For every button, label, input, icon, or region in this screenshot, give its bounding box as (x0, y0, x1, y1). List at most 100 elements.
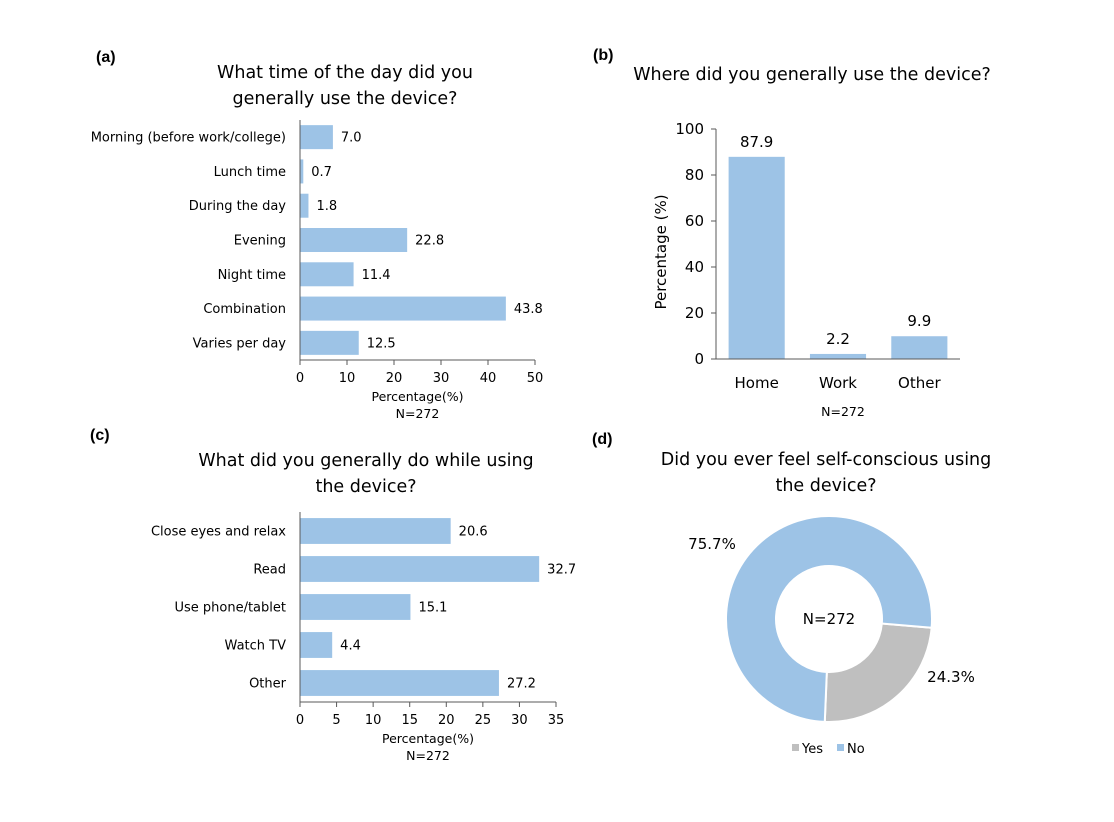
chart-title: What time of the day did you (217, 63, 473, 83)
panel-letter: (b) (593, 47, 613, 64)
x-tick-label: 30 (511, 713, 528, 728)
bar (300, 330, 359, 355)
y-tick-label: 40 (685, 258, 704, 276)
category-label: Watch TV (225, 639, 287, 654)
x-axis-label: Percentage(%) (382, 731, 474, 746)
category-label: Lunch time (214, 165, 286, 180)
y-axis-label: Percentage (%) (652, 194, 670, 309)
bar (728, 156, 785, 359)
panel-letter: (d) (592, 431, 612, 448)
category-label: Use phone/tablet (174, 601, 286, 616)
chart-d: N=272 24.3% 75.7% Yes No (688, 515, 975, 757)
legend-swatch-yes (792, 744, 799, 751)
legend-swatch-no (837, 744, 844, 751)
sample-size-label: N=272 (396, 406, 440, 421)
y-tick-label: 0 (694, 350, 704, 368)
bar (300, 262, 354, 287)
x-tick-label: 0 (296, 713, 304, 728)
category-label: Evening (234, 234, 286, 249)
category-label: Combination (203, 302, 286, 317)
panel-letter: (a) (96, 49, 116, 66)
chart-b: 87.9 Home 2.2 Work 9.9 Other 0 20 40 60 80 100 Perce… (652, 120, 960, 419)
category-label: Close eyes and relax (151, 525, 286, 540)
x-tick-label: 15 (401, 713, 418, 728)
category-label: Other (898, 374, 941, 392)
chart-title: What did you generally do while using (198, 451, 533, 471)
donut-slice-yes (823, 622, 933, 723)
y-tick-label: 60 (685, 212, 704, 230)
category-label: Morning (before work/college) (91, 131, 286, 146)
donut-slice-no (725, 515, 933, 723)
y-tick-label: 20 (685, 304, 704, 322)
x-tick-label: 10 (339, 371, 356, 386)
y-tick-label: 100 (675, 120, 704, 138)
sample-size-label: N=272 (821, 404, 865, 419)
bar (300, 193, 309, 218)
data-label: 11.4 (362, 268, 391, 283)
chart-title: the device? (315, 477, 416, 497)
bar (300, 594, 411, 620)
data-label: 15.1 (418, 601, 447, 616)
category-label: Varies per day (193, 336, 287, 351)
chart-title: generally use the device? (233, 89, 458, 109)
data-label: 32.7 (547, 563, 576, 578)
x-tick-label: 20 (438, 713, 455, 728)
bar (891, 336, 948, 359)
legend-label: No (847, 742, 865, 757)
chart-title: the device? (775, 476, 876, 496)
x-tick-label: 35 (548, 713, 565, 728)
data-label: 1.8 (316, 199, 337, 214)
data-label: 2.2 (826, 330, 850, 348)
x-tick-label: 30 (433, 371, 450, 386)
donut-center-label: N=272 (803, 610, 855, 628)
category-label: During the day (189, 199, 287, 214)
bar (300, 125, 333, 150)
y-tick-label: 80 (685, 166, 704, 184)
sample-size-label: N=272 (406, 748, 450, 763)
chart-a: Morning (before work/college) 7.0 Lunch ti… (91, 120, 544, 421)
x-tick-label: 20 (386, 371, 403, 386)
legend-label: Yes (801, 742, 823, 757)
panel-c: (c) What did you generally do while using… (90, 427, 534, 497)
slice-label-yes: 24.3% (927, 668, 975, 686)
category-label: Home (735, 374, 779, 392)
category-label: Work (819, 374, 857, 392)
category-label: Night time (218, 268, 286, 283)
category-label: Read (253, 563, 286, 578)
chart-c: Close eyes and relax 20.6 Read 32.7 Use phon… (151, 512, 576, 763)
category-label: Other (249, 677, 287, 692)
data-label: 27.2 (507, 677, 536, 692)
data-label: 20.6 (459, 525, 488, 540)
data-label: 7.0 (341, 131, 362, 146)
data-label: 9.9 (907, 312, 931, 330)
panel-b: (b) Where did you generally use the devic… (593, 47, 991, 85)
data-label: 12.5 (367, 336, 396, 351)
chart-title: Where did you generally use the device? (633, 65, 991, 85)
x-tick-label: 5 (332, 713, 340, 728)
panel-a: (a) What time of the day did you generally… (96, 49, 473, 109)
bar (300, 632, 333, 658)
data-label: 4.4 (340, 639, 361, 654)
bar (300, 296, 506, 321)
data-label: 22.8 (415, 234, 444, 249)
panel-d: (d) Did you ever feel self-conscious usin… (592, 431, 991, 496)
chart-title: Did you ever feel self-conscious using (661, 450, 992, 470)
panel-letter: (c) (90, 427, 110, 444)
x-tick-label: 50 (527, 371, 544, 386)
data-label: 43.8 (514, 302, 543, 317)
bar (300, 228, 408, 252)
x-tick-label: 25 (475, 713, 492, 728)
bar (300, 556, 540, 582)
data-label: 87.9 (740, 133, 773, 151)
x-tick-label: 0 (296, 371, 304, 386)
bar (300, 159, 304, 184)
x-tick-label: 10 (365, 713, 382, 728)
slice-label-no: 75.7% (688, 535, 736, 553)
legend: Yes No (792, 742, 865, 757)
x-axis-label: Percentage(%) (372, 389, 464, 404)
x-tick-label: 40 (480, 371, 497, 386)
bar (300, 670, 499, 696)
bar (809, 353, 867, 359)
bar (300, 518, 451, 544)
